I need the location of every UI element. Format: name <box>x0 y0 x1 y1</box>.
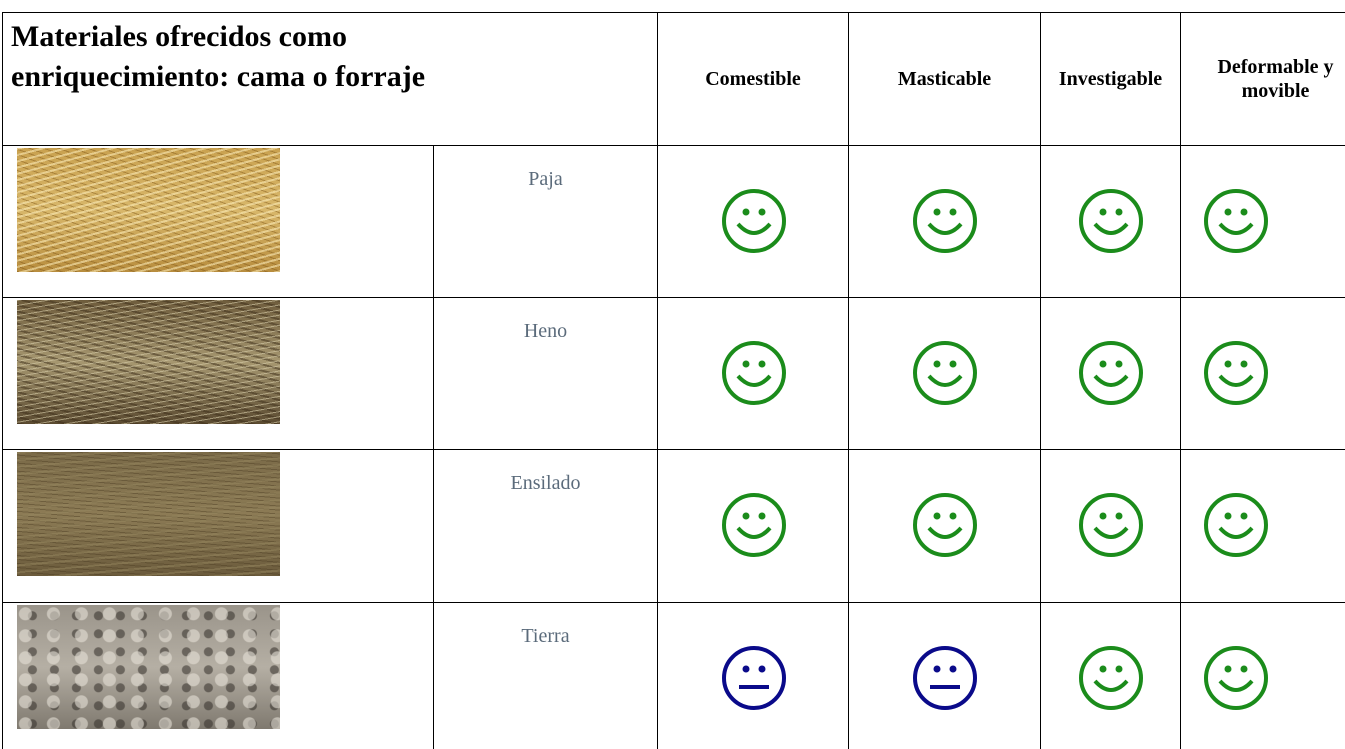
name-cell: Heno <box>433 297 658 450</box>
neutral-face <box>913 646 977 710</box>
happy-face <box>721 341 786 405</box>
rating-cell <box>657 145 849 298</box>
title-cell: Materiales ofrecidos como enriquecimient… <box>2 12 658 146</box>
happy-face <box>1204 189 1268 253</box>
rating-cell <box>848 145 1041 298</box>
happy-face <box>1079 341 1143 405</box>
material-name: Tierra <box>521 625 570 647</box>
happy-face <box>913 189 977 253</box>
happy-face <box>913 493 977 557</box>
happy-face <box>1204 341 1268 405</box>
material-image <box>17 452 280 576</box>
rating-cell <box>848 449 1041 603</box>
column-header: Masticable <box>897 68 992 90</box>
material-image <box>17 605 280 729</box>
name-cell: Paja <box>433 145 658 298</box>
rating-cell <box>1040 297 1181 450</box>
name-cell: Tierra <box>433 602 658 749</box>
material-name: Ensilado <box>510 472 581 494</box>
happy-face <box>913 341 977 405</box>
material-image <box>17 300 280 424</box>
happy-face <box>1079 493 1143 557</box>
happy-face <box>721 493 786 557</box>
column-header-cell: Comestible <box>657 12 849 146</box>
column-header-cell: Masticable <box>848 12 1041 146</box>
rating-cell <box>1180 602 1345 749</box>
name-cell: Ensilado <box>433 449 658 603</box>
rating-cell <box>657 297 849 450</box>
rating-cell <box>1180 297 1345 450</box>
rating-cell <box>1180 449 1345 603</box>
happy-face <box>1204 646 1268 710</box>
material-image <box>17 148 280 272</box>
image-cell <box>2 145 434 298</box>
rating-cell <box>1180 145 1345 298</box>
column-header-cell: Deformable y movible <box>1180 12 1345 146</box>
rating-cell <box>657 602 849 749</box>
material-name: Paja <box>528 168 563 190</box>
image-cell <box>2 297 434 450</box>
rating-cell <box>657 449 849 603</box>
rating-cell <box>1040 145 1181 298</box>
neutral-face <box>721 646 786 710</box>
happy-face <box>1079 646 1143 710</box>
rating-cell <box>1040 449 1181 603</box>
rating-cell <box>1040 602 1181 749</box>
column-header-cell: Investigable <box>1040 12 1181 146</box>
happy-face <box>1204 493 1268 557</box>
column-header: Comestible <box>705 68 801 90</box>
column-header: Deformable y movible <box>1217 56 1334 102</box>
material-name: Heno <box>523 320 568 342</box>
column-header: Investigable <box>1058 68 1163 90</box>
happy-face <box>721 189 786 253</box>
image-cell <box>2 602 434 749</box>
rating-cell <box>848 602 1041 749</box>
table-title: Materiales ofrecidos como enriquecimient… <box>11 20 426 93</box>
happy-face <box>1079 189 1143 253</box>
image-cell <box>2 449 434 603</box>
rating-cell <box>848 297 1041 450</box>
